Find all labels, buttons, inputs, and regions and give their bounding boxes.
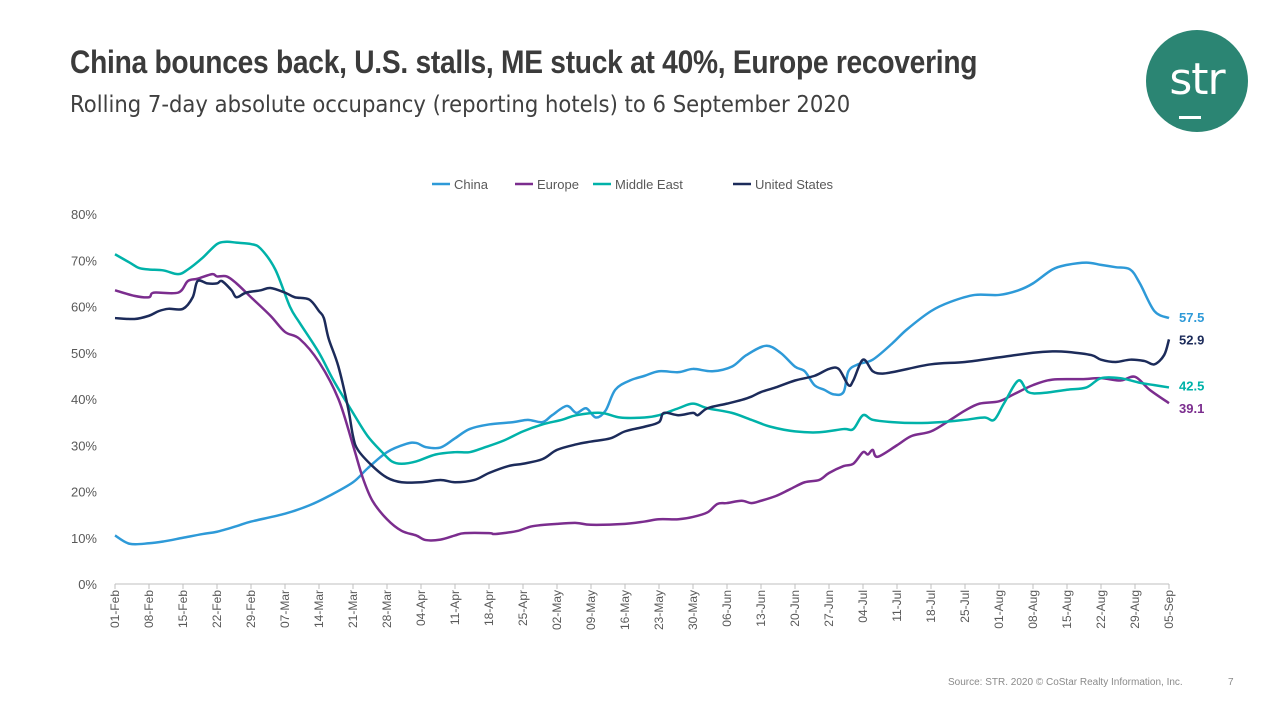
x-tick-label: 04-Jul [856,590,870,623]
x-tick-label: 11-Jul [890,590,904,622]
y-tick-label: 40% [71,392,97,407]
slide-subtitle: Rolling 7-day absolute occupancy (report… [70,92,851,118]
x-tick-label: 22-Aug [1094,590,1108,629]
x-tick-label: 14-Mar [312,590,326,628]
x-tick-label: 15-Feb [176,590,190,628]
legend-label-europe: Europe [537,177,579,192]
x-tick-label: 04-Apr [414,590,428,626]
y-tick-label: 80% [71,207,97,222]
x-tick-label: 08-Aug [1026,590,1040,629]
x-tick-label: 29-Aug [1128,590,1142,629]
series-line-middle-east [114,240,1170,465]
page-number: 7 [1228,677,1234,688]
x-tick-label: 01-Feb [108,590,122,628]
x-tick-label: 13-Jun [754,590,768,627]
end-label-united-states: 52.9 [1179,332,1204,347]
series-line-united-states [114,279,1171,484]
x-tick-label: 09-May [584,590,598,630]
y-tick-label: 20% [71,485,97,500]
x-tick-label: 11-Apr [448,590,462,625]
str-logo-underline [1179,116,1201,119]
x-tick-label: 18-Apr [482,590,496,626]
legend-label-united-states: United States [755,177,834,192]
x-tick-label: 23-May [652,590,666,630]
x-tick-label: 16-May [618,590,632,630]
x-tick-label: 22-Feb [210,590,224,628]
x-tick-label: 02-May [550,590,564,630]
end-label-middle-east: 42.5 [1179,378,1204,393]
x-tick-label: 06-Jun [720,590,734,627]
x-tick-label: 29-Feb [244,590,258,628]
x-tick-label: 25-Apr [516,590,530,626]
legend-label-china: China [454,177,489,192]
x-tick-label: 28-Mar [380,590,394,628]
x-tick-label: 18-Jul [924,590,938,623]
end-label-europe: 39.1 [1179,401,1204,416]
y-tick-label: 0% [78,577,97,592]
x-tick-label: 21-Mar [346,590,360,628]
series-line-china [114,261,1170,546]
y-tick-label: 10% [71,531,97,546]
y-tick-label: 30% [71,438,97,453]
y-tick-label: 70% [71,253,97,268]
slide-title: China bounces back, U.S. stalls, ME stuc… [70,44,978,80]
x-tick-label: 30-May [686,590,700,630]
x-tick-label: 01-Aug [992,590,1006,629]
x-tick-label: 27-Jun [822,590,836,627]
x-tick-label: 05-Sep [1162,590,1176,629]
str-logo: str [1146,30,1248,132]
y-tick-label: 50% [71,346,97,361]
source-note: Source: STR. 2020 © CoStar Realty Inform… [948,677,1183,688]
x-tick-label: 25-Jul [958,590,972,623]
series-line-europe [114,272,1170,542]
end-label-china: 57.5 [1179,310,1204,325]
str-logo-text: str [1169,54,1225,105]
x-tick-label: 08-Feb [142,590,156,628]
legend-label-middle-east: Middle East [615,177,683,192]
x-tick-label: 20-Jun [788,590,802,627]
y-tick-label: 60% [71,300,97,315]
x-tick-label: 07-Mar [278,590,292,628]
x-tick-label: 15-Aug [1060,590,1074,629]
